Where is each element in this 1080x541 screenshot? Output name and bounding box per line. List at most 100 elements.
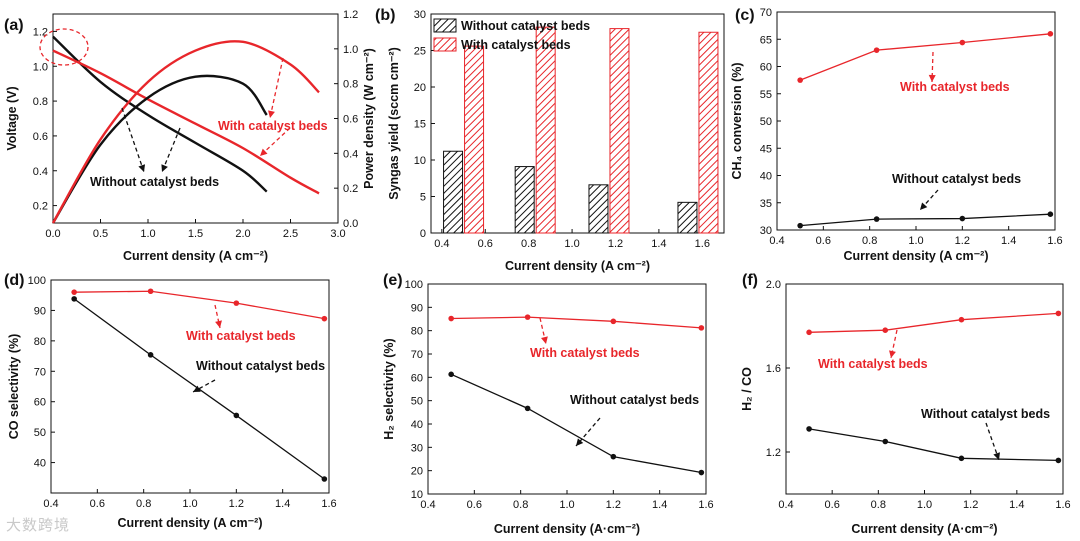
y-tick-label-a: 0.8 — [33, 96, 48, 108]
series-line-a-with-catalyst-beds-power — [51, 40, 320, 224]
y-tick-label-d: 60 — [34, 397, 46, 409]
x-tick-label-e: 1.2 — [606, 499, 621, 511]
arrow-without-catalyst-power-a — [161, 127, 181, 173]
x-tick-label-e: 0.4 — [420, 499, 435, 511]
bar-without-catalyst — [677, 201, 698, 234]
y-axis-label-e: H₂ selectivity (%) — [382, 338, 396, 439]
series-line-a-without-catalyst-beds-voltage — [52, 35, 268, 193]
y-tick-label-d: 90 — [34, 305, 46, 317]
y-axis-label-a: Voltage (V) — [5, 86, 19, 150]
bar-without-catalyst — [443, 150, 464, 234]
y-tick-label-f: 2.0 — [766, 279, 781, 291]
y-tick-label-c: 65 — [760, 34, 772, 46]
arrow-without-catalyst-f-head — [993, 452, 1000, 460]
x-tick-label-c: 0.6 — [816, 235, 831, 247]
x-tick-label-c: 0.8 — [862, 235, 877, 247]
data-point-d-with-catalyst-beds — [233, 300, 240, 306]
panel-label-c: (c) — [735, 7, 755, 24]
x-tick-label-c: 0.4 — [769, 235, 784, 247]
x-axis-label-b: Current density (A cm⁻²) — [505, 259, 650, 273]
annotation-with-catalyst-f: With catalyst beds — [818, 357, 928, 371]
data-point-f-without-catalyst-beds — [882, 438, 889, 445]
y-tick-label-c: 40 — [760, 171, 772, 183]
y-tick-label-b: 0 — [420, 228, 426, 240]
annotation-without-catalyst-c: Without catalyst beds — [892, 172, 1021, 186]
x-tick-label-e: 1.0 — [559, 499, 574, 511]
x-tick-label-a: 0.5 — [93, 228, 108, 240]
series-line-f-without-catalyst-beds — [808, 428, 1059, 462]
arrow-with-catalyst-c — [931, 51, 934, 83]
y-tick-label-a: 0.2 — [33, 201, 48, 213]
data-point-c-with-catalyst-beds — [959, 39, 966, 46]
legend-swatch-without-catalyst — [433, 18, 457, 33]
y-tick-label-c: 45 — [760, 143, 772, 155]
y-tick-label-e: 100 — [405, 279, 423, 291]
y2-axis-label-a: Power density (W cm⁻²) — [362, 48, 376, 189]
y-tick-label-e: 30 — [411, 442, 423, 454]
y-tick-label-a: 1.2 — [33, 26, 48, 38]
annotation-without-catalyst-d: Without catalyst beds — [196, 359, 325, 373]
y-tick-label-a: 0.6 — [33, 131, 48, 143]
data-point-f-with-catalyst-beds — [882, 327, 889, 334]
series-line-f-with-catalyst-beds — [809, 312, 1059, 333]
arrow-with-catalyst-f-head — [889, 350, 896, 358]
plot-frame-e — [427, 283, 707, 495]
data-point-d-with-catalyst-beds — [71, 289, 77, 295]
data-point-f-with-catalyst-beds — [806, 329, 812, 336]
x-tick-label-c: 1.2 — [955, 235, 970, 247]
data-point-d-without-catalyst-beds — [71, 296, 77, 302]
x-tick-label-d: 1.6 — [321, 498, 336, 510]
data-point-e-without-catalyst-beds — [698, 469, 705, 476]
x-tick-label-a: 1.0 — [140, 228, 155, 240]
x-axis-label-e: Current density (A·cm⁻²) — [494, 522, 640, 536]
data-point-c-with-catalyst-beds — [1047, 31, 1054, 37]
series-line-e-with-catalyst-beds — [451, 316, 702, 329]
data-point-f-without-catalyst-beds — [958, 455, 965, 462]
y-tick-label-e: 10 — [411, 489, 423, 501]
y-tick-label-e: 90 — [411, 302, 423, 314]
y-axis-label-c: CH₄ conversion (%) — [730, 62, 744, 179]
bar-with-catalyst — [698, 31, 719, 234]
x-tick-label-b: 1.4 — [651, 238, 666, 250]
x-axis-label-a: Current density (A cm⁻²) — [123, 249, 268, 263]
x-tick-label-d: 1.2 — [229, 498, 244, 510]
panel-label-f: (f) — [742, 272, 758, 289]
y-tick-label-b: 10 — [414, 155, 426, 167]
x-tick-label-d: 1.0 — [182, 498, 197, 510]
y-tick-label-f: 1.6 — [766, 363, 781, 375]
y-tick-label-c: 35 — [760, 198, 772, 210]
data-point-d-without-catalyst-beds — [147, 352, 154, 358]
y2-tick-label-a: 0.6 — [343, 114, 358, 126]
x-tick-label-c: 1.0 — [908, 235, 923, 247]
data-point-f-without-catalyst-beds — [1055, 457, 1062, 464]
data-point-d-with-catalyst-beds — [321, 315, 328, 322]
annotation-with-catalyst-c: With catalyst beds — [900, 80, 1010, 94]
annotation-with-catalyst-d: With catalyst beds — [186, 329, 296, 343]
x-tick-label-a: 1.5 — [188, 228, 203, 240]
y2-tick-label-a: 0.4 — [343, 148, 358, 160]
y-tick-label-a: 1.0 — [33, 61, 48, 73]
plot-frame-c — [776, 11, 1056, 231]
y-tick-label-c: 30 — [760, 225, 772, 237]
data-point-d-without-catalyst-beds — [233, 412, 240, 419]
y-tick-label-b: 30 — [414, 9, 426, 21]
x-tick-label-f: 0.8 — [871, 499, 886, 511]
x-tick-label-f: 0.4 — [778, 499, 793, 511]
y-tick-label-c: 70 — [760, 7, 772, 19]
data-point-d-without-catalyst-beds — [321, 476, 328, 482]
arrow-with-catalyst-d-head — [215, 320, 222, 328]
data-point-e-without-catalyst-beds — [524, 405, 531, 412]
annotation-with-catalyst-e: With catalyst beds — [530, 346, 640, 360]
y-tick-label-c: 60 — [760, 62, 772, 74]
y-axis-label-f: H₂ / CO — [740, 367, 754, 411]
data-point-c-without-catalyst-beds — [959, 215, 966, 222]
y-tick-label-c: 50 — [760, 116, 772, 128]
x-tick-label-f: 1.2 — [963, 499, 978, 511]
data-point-e-with-catalyst-beds — [524, 314, 531, 320]
y-tick-label-e: 20 — [411, 466, 423, 478]
x-axis-label-f: Current density (A·cm⁻²) — [851, 522, 997, 536]
x-tick-label-f: 0.6 — [825, 499, 840, 511]
series-line-a-without-catalyst-beds-power — [51, 74, 268, 224]
y-tick-label-d: 50 — [34, 427, 46, 439]
y-tick-label-b: 5 — [420, 192, 426, 204]
